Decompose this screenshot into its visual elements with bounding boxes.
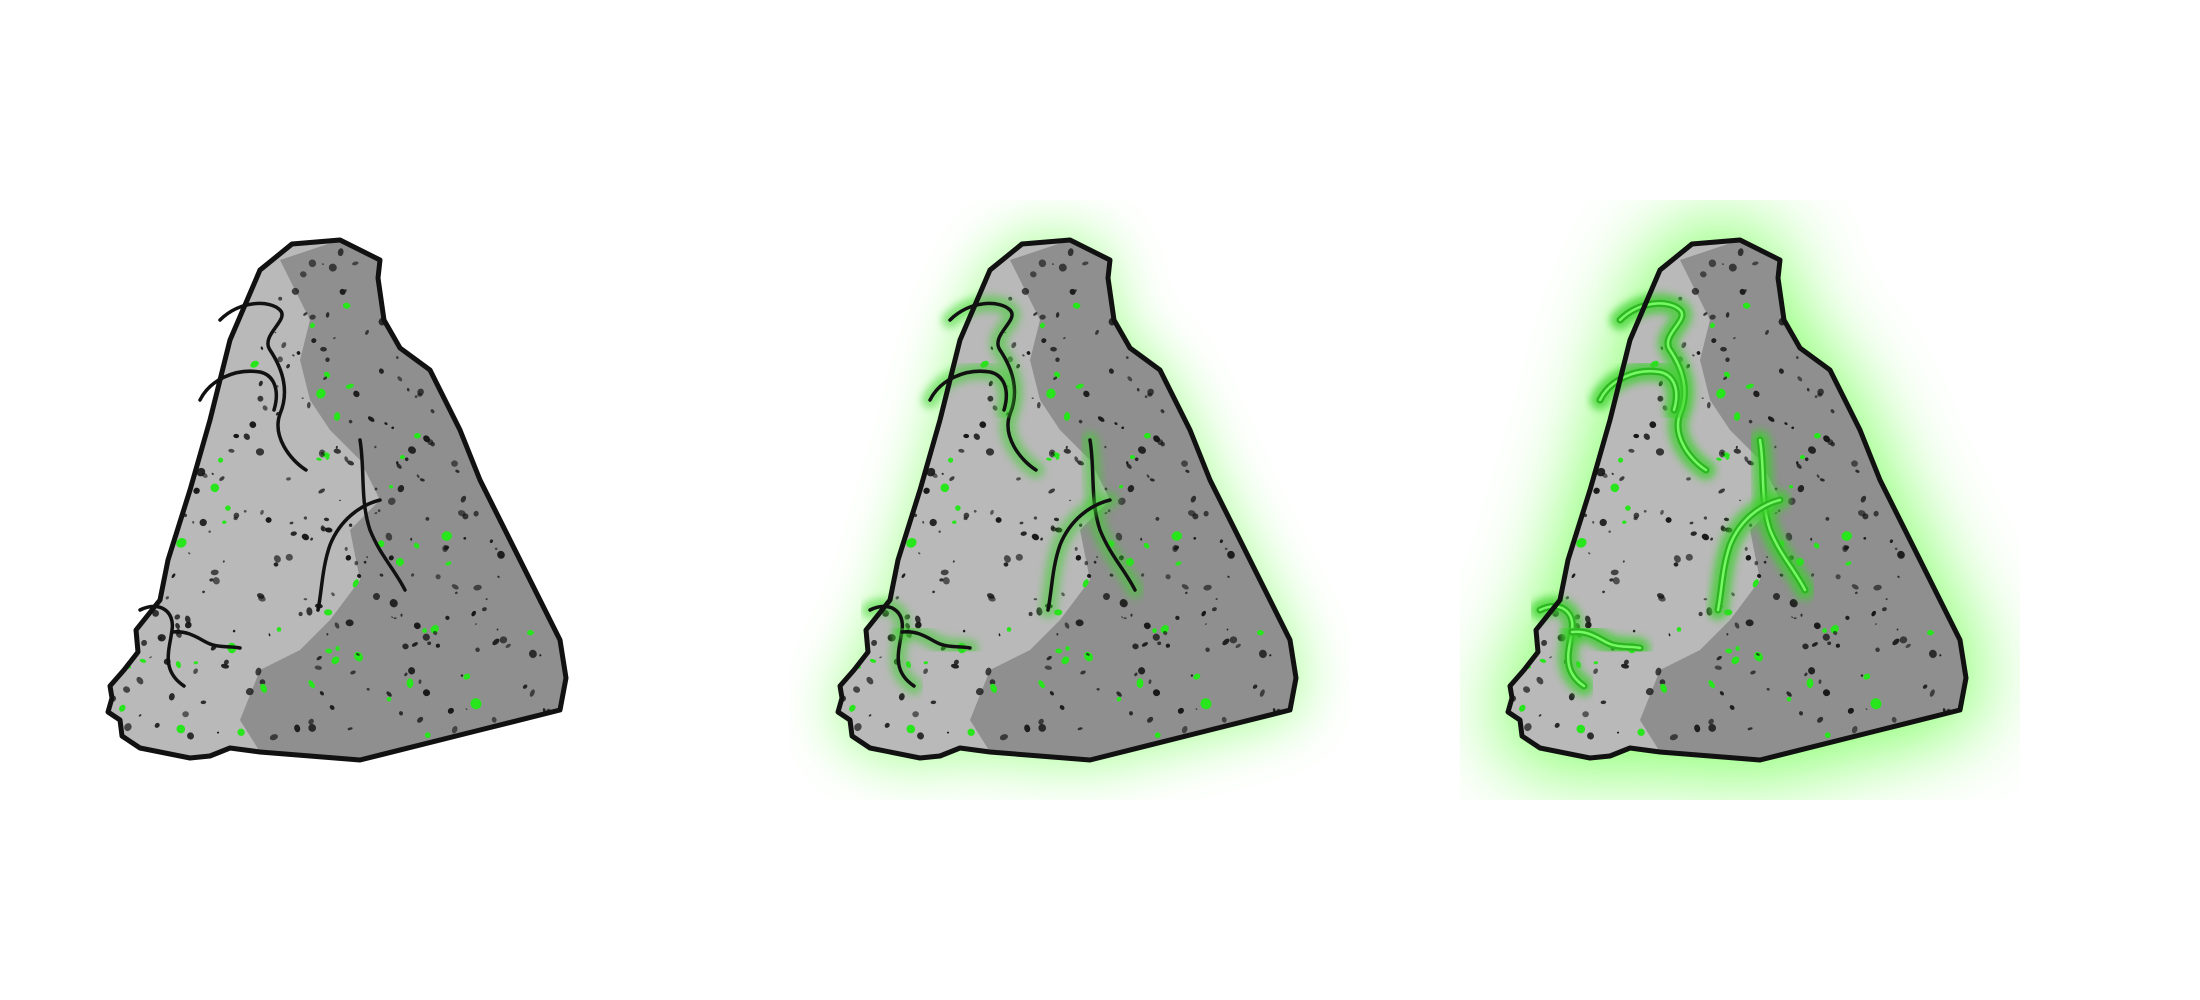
- rune-rock-awakening: [790, 200, 1350, 800]
- rock-svg: [1460, 200, 2020, 800]
- rock-svg: [790, 200, 1350, 800]
- rune-rock-dormant: [60, 200, 620, 800]
- rune-rock-fully-charged: [1460, 200, 2020, 800]
- rock-svg: [60, 200, 620, 800]
